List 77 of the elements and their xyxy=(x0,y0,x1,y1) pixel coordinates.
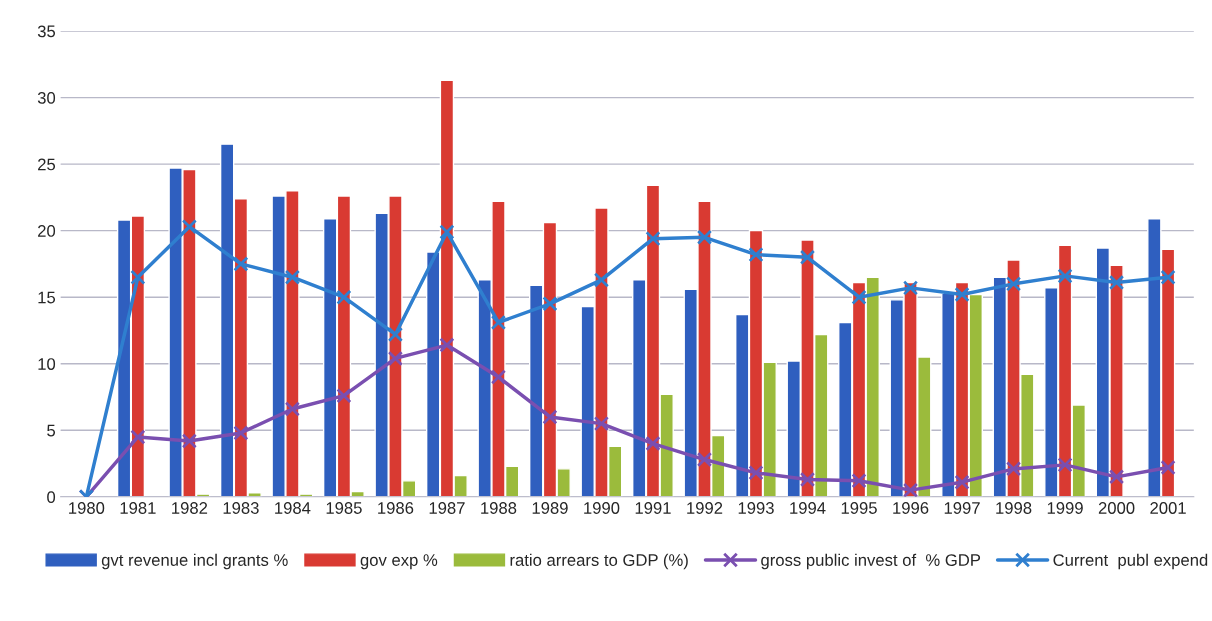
point xyxy=(336,289,352,305)
y-tick-label: 30 xyxy=(37,91,56,104)
point xyxy=(181,433,198,449)
y-tick-label: 20 xyxy=(38,225,56,237)
point xyxy=(696,229,713,245)
point xyxy=(181,219,198,235)
point xyxy=(490,314,507,331)
point xyxy=(799,471,816,488)
point xyxy=(1057,268,1073,284)
x-tick-label: 1998 xyxy=(996,502,1032,514)
point xyxy=(1057,457,1073,473)
x-tick-label: 1984 xyxy=(275,502,311,514)
point xyxy=(954,286,970,303)
x-tick-label: 1989 xyxy=(532,502,568,514)
y-tick-label: 5 xyxy=(47,424,56,437)
point xyxy=(696,451,713,468)
point xyxy=(593,415,610,432)
point xyxy=(130,269,146,285)
point xyxy=(1160,459,1176,476)
x-tick-label: 1987 xyxy=(429,502,465,514)
y-tick-label: 25 xyxy=(38,158,56,171)
x-tick-label: 1991 xyxy=(635,502,671,514)
point xyxy=(284,269,301,285)
x-tick-label: 1995 xyxy=(841,502,877,514)
point xyxy=(439,337,455,353)
point xyxy=(233,425,249,441)
point xyxy=(1108,469,1125,485)
y-tick-label: 0 xyxy=(47,491,56,503)
x-tick-label: 1993 xyxy=(738,502,774,514)
y-tick-label: 15 xyxy=(38,291,56,304)
x-tick-label: 1986 xyxy=(378,502,414,514)
point xyxy=(542,409,558,425)
legend-label: gross public invest of % GDP xyxy=(761,553,981,570)
point xyxy=(954,474,970,490)
point xyxy=(130,429,146,445)
x-tick-label: 1982 xyxy=(172,502,208,514)
x-tick-label: 1994 xyxy=(790,502,826,514)
point xyxy=(799,249,816,265)
point xyxy=(1160,269,1176,285)
x-tick-label: 1980 xyxy=(69,502,105,514)
point xyxy=(490,369,507,385)
x-tick-label: 2000 xyxy=(1098,502,1135,514)
x-tick-label: 1983 xyxy=(223,502,259,514)
point xyxy=(851,473,867,489)
legend-label: gov exp % xyxy=(360,554,438,570)
y-tick-label: 35 xyxy=(37,25,56,38)
point xyxy=(902,280,919,296)
x-tick-label: 1988 xyxy=(481,502,517,514)
x-tick-label: 1990 xyxy=(584,502,620,514)
point xyxy=(1005,461,1022,477)
point xyxy=(645,231,661,247)
point xyxy=(645,435,661,452)
point xyxy=(593,272,610,288)
point xyxy=(748,246,764,263)
x-tick-label: 1997 xyxy=(944,502,980,514)
point xyxy=(542,296,558,312)
point xyxy=(284,401,301,417)
point xyxy=(387,350,404,367)
point xyxy=(1108,274,1125,291)
x-tick-label: 1996 xyxy=(893,502,929,514)
point xyxy=(387,326,404,343)
x-tick-label: 1992 xyxy=(687,502,723,514)
point xyxy=(233,256,249,272)
point xyxy=(902,482,919,497)
y-tick-label: 10 xyxy=(38,358,56,370)
point xyxy=(748,465,764,481)
legend-label: Current publ expend xyxy=(1053,553,1208,570)
x-tick-label: 1981 xyxy=(120,502,156,514)
x-tick-label: 2001 xyxy=(1150,502,1186,514)
point xyxy=(1005,276,1022,292)
point xyxy=(851,289,867,305)
point xyxy=(336,388,352,404)
legend-label: ratio arrears to GDP (%) xyxy=(510,553,688,570)
x-tick-label: 1985 xyxy=(326,502,362,514)
x-tick-label: 1999 xyxy=(1047,502,1083,514)
legend-label: gvt revenue incl grants % xyxy=(101,553,288,570)
point xyxy=(439,224,455,240)
